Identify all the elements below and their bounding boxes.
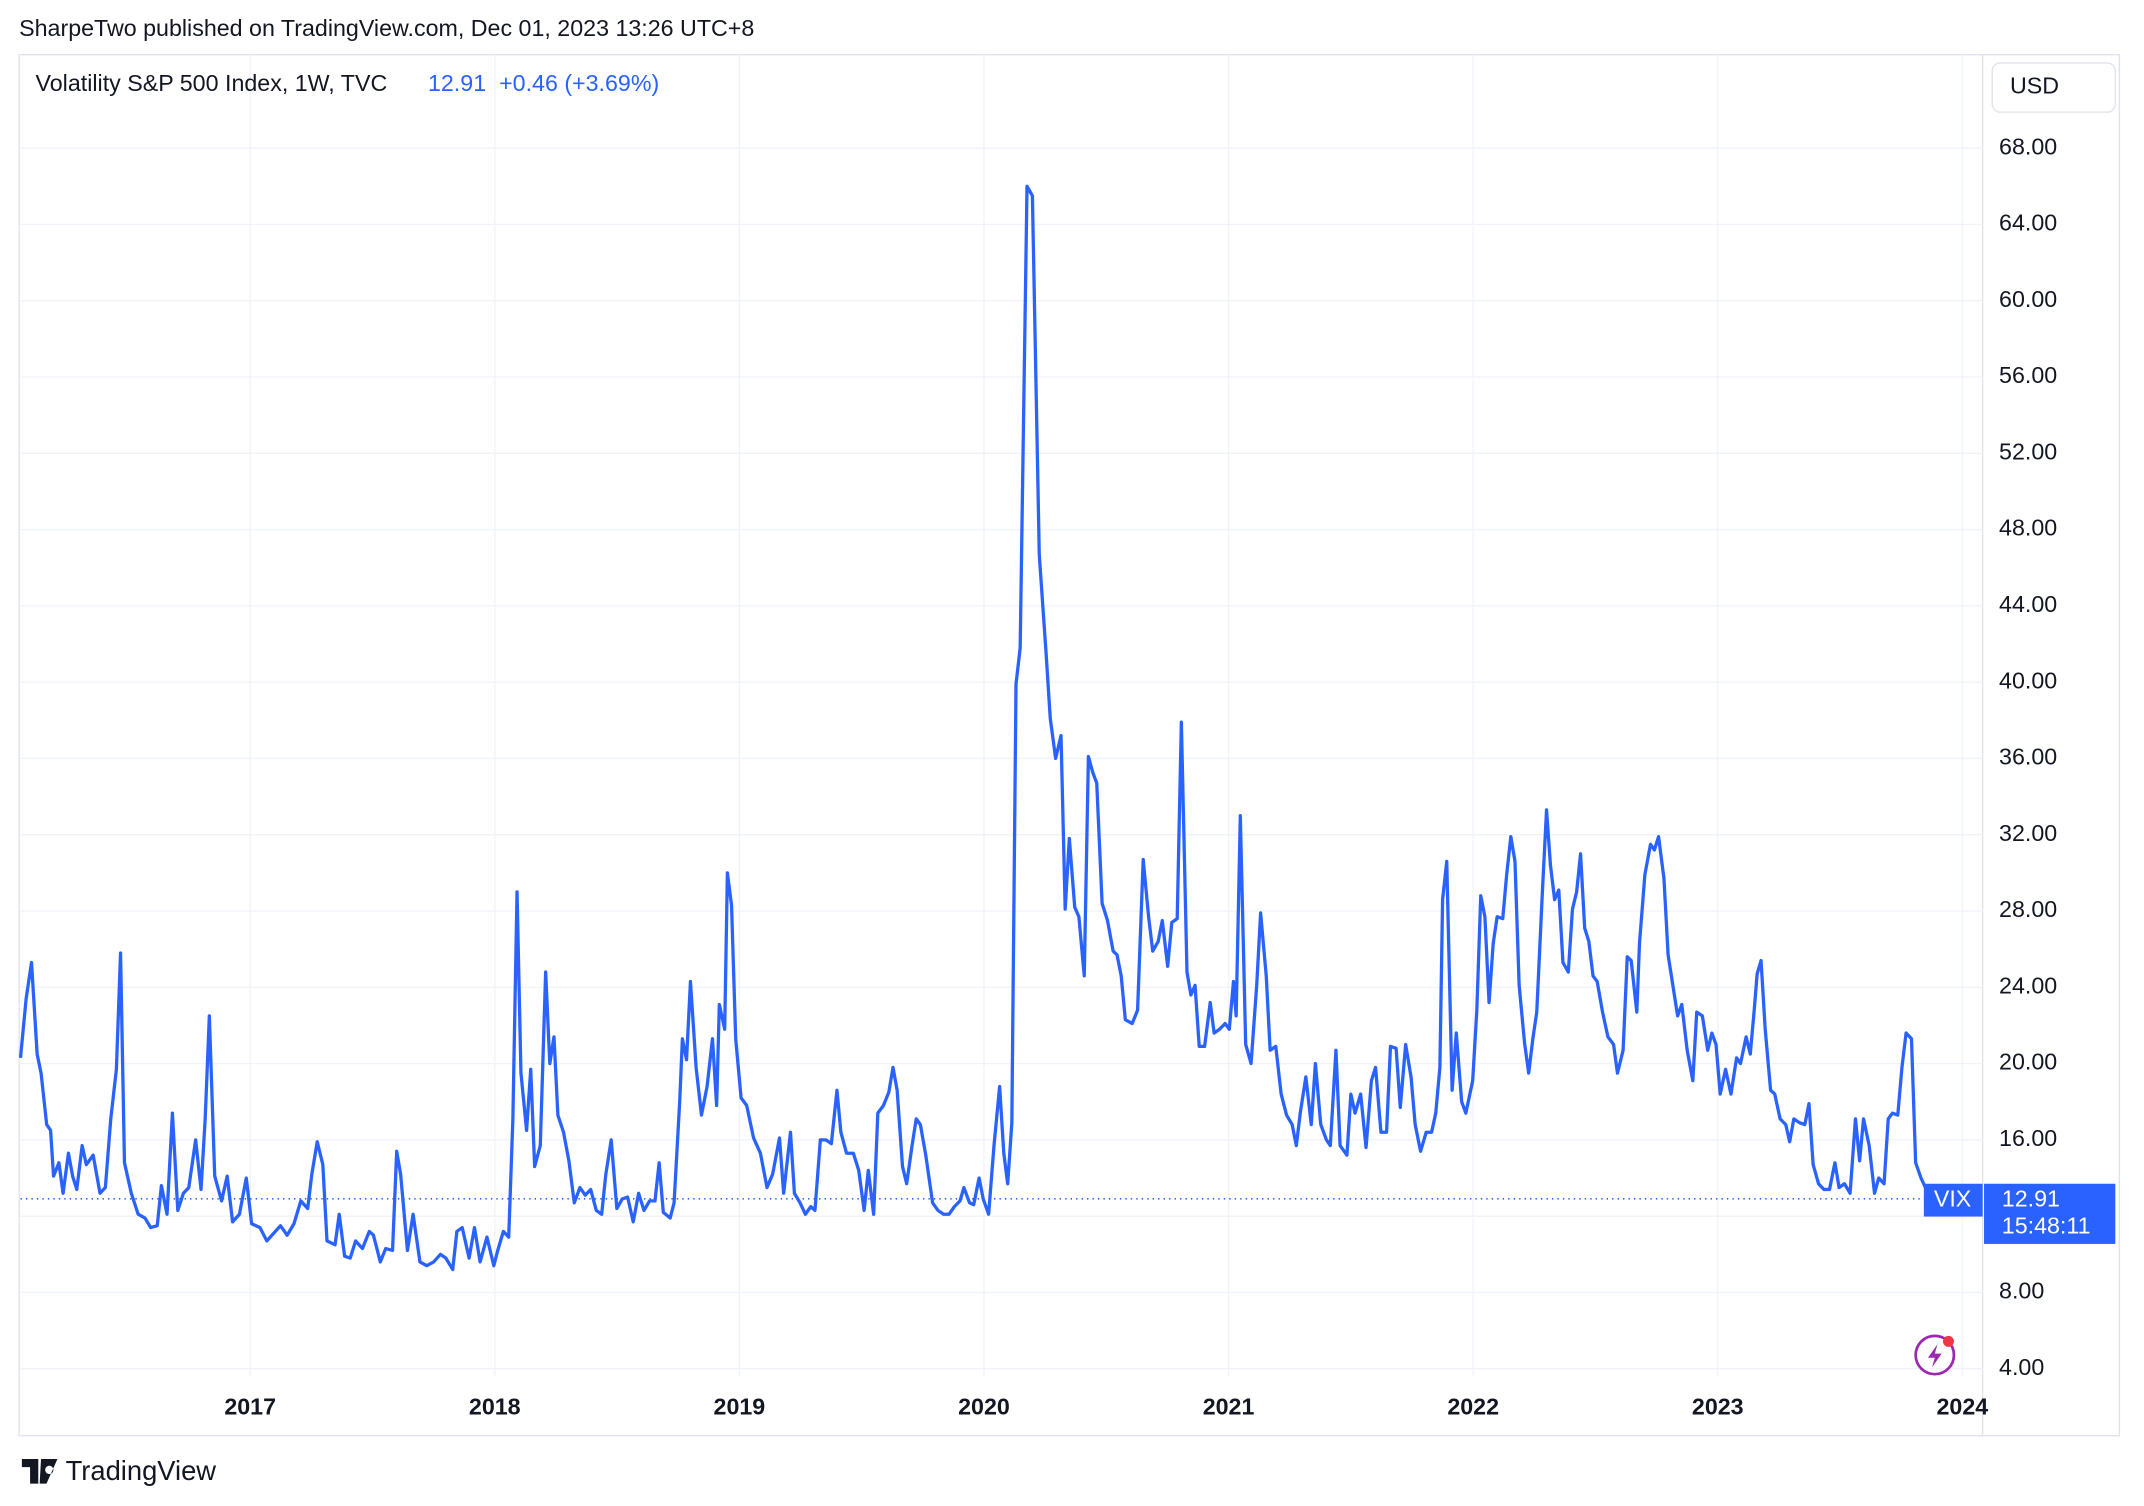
y-tick-label: 20.00 (1999, 1049, 2057, 1075)
series-line (18, 184, 1933, 1272)
legend: Volatility S&P 500 Index, 1W, TVC 12.91 … (36, 70, 660, 96)
legend-value: 12.91 (428, 70, 486, 96)
price-tag-value: 12.91 (2002, 1185, 2060, 1211)
y-tick-label: 68.00 (1999, 133, 2057, 159)
price-tag-countdown: 15:48:11 (2002, 1213, 2091, 1239)
y-tick-label: 64.00 (1999, 210, 2057, 236)
symbol-tag (1923, 1183, 1983, 1217)
symbol-tag-label: VIX (1934, 1185, 1972, 1211)
legend-change: +0.46 (+3.69%) (499, 70, 659, 96)
series-layer (18, 184, 1983, 1272)
y-tick-label: 24.00 (1999, 972, 2057, 998)
x-tick-label: 2024 (1937, 1394, 1989, 1420)
x-tick-label: 2018 (469, 1394, 521, 1420)
y-tick-label: 8.00 (1999, 1278, 2044, 1304)
bolt-icon[interactable] (1914, 1334, 1956, 1376)
x-tick-label: 2021 (1203, 1394, 1255, 1420)
x-tick-label: 2022 (1447, 1394, 1499, 1420)
y-tick-label: 60.00 (1999, 286, 2057, 312)
tv-logo-mark (21, 1458, 58, 1484)
x-tick-label: 2020 (958, 1394, 1010, 1420)
y-tick-label: 28.00 (1999, 896, 2057, 922)
y-tick-label: 48.00 (1999, 515, 2057, 541)
y-tick-label: 36.00 (1999, 744, 2057, 770)
y-tick-label: 4.00 (1999, 1354, 2044, 1380)
x-tick-label: 2017 (224, 1394, 276, 1420)
y-tick-label: 52.00 (1999, 438, 2057, 464)
bolt-ring (1914, 1334, 1956, 1376)
y-tick-label: 32.00 (1999, 820, 2057, 846)
y-tick-label: 44.00 (1999, 591, 2057, 617)
x-tick-label: 2019 (714, 1394, 766, 1420)
price-tag (1984, 1183, 2116, 1244)
tv-logo (21, 1458, 58, 1484)
chart-frame (18, 54, 2121, 1437)
x-tick-label: 2023 (1692, 1394, 1744, 1420)
legend-title: Volatility S&P 500 Index, 1W, TVC (36, 70, 388, 96)
bolt-shape (1927, 1344, 1942, 1368)
axes: 4.008.0012.0016.0020.0024.0028.0032.0036… (224, 133, 2116, 1420)
y-tick-label: 56.00 (1999, 362, 2057, 388)
y-tick-label: 16.00 (1999, 1125, 2057, 1151)
grid (20, 54, 1983, 1377)
y-tick-label: 40.00 (1999, 667, 2057, 693)
bolt-dot (1943, 1335, 1954, 1347)
currency-label[interactable]: USD (2010, 73, 2059, 99)
currency-button[interactable] (1991, 62, 2116, 113)
footer-brand: TradingView (66, 1455, 217, 1486)
publisher-line: SharpeTwo published on TradingView.com, … (19, 15, 754, 41)
